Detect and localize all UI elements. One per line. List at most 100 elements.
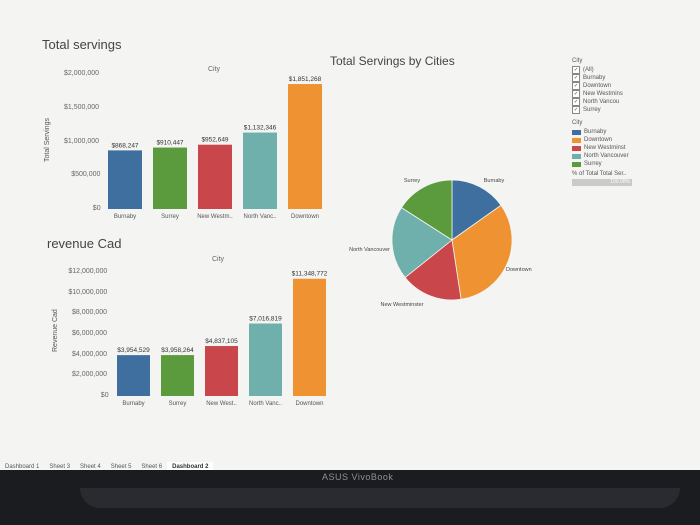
- bar-downtown[interactable]: [293, 278, 326, 396]
- y-tick-label: $2,000,000: [64, 70, 100, 77]
- y-tick-label: $4,000,000: [72, 350, 108, 358]
- color-legend-label: Surrey: [584, 161, 602, 167]
- sheet-tab[interactable]: Sheet 5: [110, 464, 132, 470]
- y-tick-label: $6,000,000: [72, 330, 108, 337]
- checkbox-checked-icon[interactable]: ✓: [572, 90, 580, 98]
- x-tick-label: North Vanc..: [249, 401, 282, 407]
- filter-checkbox-item[interactable]: ✓ Burnaby: [572, 74, 678, 82]
- y-tick-label: $1,500,000: [64, 103, 100, 111]
- filter-item-label: Downtown: [583, 83, 612, 89]
- filter-checkbox-item[interactable]: ✓ (All): [572, 66, 678, 74]
- pie-slice-north-vancouver[interactable]: [391, 207, 453, 279]
- bar-burnaby[interactable]: [108, 150, 142, 209]
- revenue-chart-title: revenue Cad: [47, 236, 122, 251]
- servings-pie-chart: Burnaby Downtown New Westminster North Vanc…: [349, 178, 532, 308]
- color-legend-label: New Westminst: [584, 145, 626, 151]
- checkbox-checked-icon[interactable]: ✓: [572, 74, 580, 82]
- sheet-tab[interactable]: Dashboard 1: [5, 464, 40, 470]
- x-tick-label: New Westm..: [197, 214, 233, 220]
- checkbox-checked-icon[interactable]: ✓: [572, 106, 580, 114]
- color-legend-label: North Vancouver: [584, 153, 629, 159]
- y-tick-label: $0: [100, 392, 109, 399]
- pct-legend-bar: 100.00%: [572, 179, 632, 186]
- checkbox-checked-icon[interactable]: ✓: [572, 98, 580, 106]
- bar-value-label: $1,132,346: [244, 125, 277, 132]
- pie-slice-label: North Vancouver: [349, 247, 390, 253]
- pie-slice-label: Surrey: [404, 178, 420, 184]
- city-filter[interactable]: ✓ (All) ✓ Burnaby ✓ Downtown ✓ New Westmins ✓ Nor…: [568, 66, 678, 114]
- bar-value-label: $868,247: [111, 142, 138, 149]
- y-tick-label: $10,000,000: [68, 288, 108, 296]
- x-tick-label: Burnaby: [114, 214, 136, 220]
- color-legend-label: Burnaby: [584, 129, 607, 135]
- legend-panel: City ✓ (All) ✓ Burnaby ✓ Downtown ✓ New Westmin…: [568, 58, 678, 186]
- filter-item-label: New Westmins: [583, 91, 623, 97]
- x-tick-label: New West..: [206, 401, 237, 407]
- y-tick-label: $1,000,000: [64, 137, 100, 145]
- bar-north-vanc-[interactable]: [249, 323, 282, 396]
- laptop-brand-label: ASUS VivoBook: [322, 472, 394, 482]
- color-swatch: [572, 153, 581, 159]
- bar-surrey[interactable]: [161, 355, 194, 396]
- color-legend-title: City: [572, 120, 583, 126]
- sheet-tab[interactable]: Sheet 6: [141, 464, 163, 470]
- y-tick-label: $0: [92, 205, 101, 212]
- filter-checkbox-item[interactable]: ✓ Surrey: [572, 106, 678, 114]
- sheet-tab[interactable]: Sheet 3: [49, 464, 71, 470]
- pie-slice-label: Burnaby: [484, 178, 505, 184]
- pie-slice-surrey[interactable]: [400, 179, 453, 241]
- bar-surrey[interactable]: [153, 147, 187, 209]
- bar-downtown[interactable]: [288, 84, 322, 209]
- filter-checkbox-item[interactable]: ✓ New Westmins: [572, 90, 678, 98]
- x-tick-label: Downtown: [291, 214, 319, 220]
- bar-value-label: $952,649: [201, 137, 228, 144]
- color-swatch: [572, 161, 581, 167]
- pie-slice-label: New Westminster: [381, 302, 424, 308]
- filter-title: City: [572, 58, 583, 64]
- color-legend-item: North Vancouver: [572, 152, 678, 160]
- pct-legend-title: % of Total Total Ser..: [572, 171, 627, 177]
- revenue-x-axis-title: City: [212, 256, 225, 263]
- color-swatch: [572, 137, 581, 143]
- bar-value-label: $3,958,264: [161, 347, 194, 354]
- filter-item-label: North Vancou: [583, 99, 620, 105]
- color-legend: Burnaby Downtown New Westminst North Vancou…: [568, 128, 678, 168]
- sheet-tab[interactable]: Dashboard 2: [167, 462, 214, 470]
- y-tick-label: $2,000,000: [72, 371, 108, 379]
- filter-item-label: Surrey: [583, 107, 601, 113]
- bar-value-label: $7,016,819: [249, 315, 282, 322]
- checkbox-checked-icon[interactable]: ✓: [572, 82, 580, 90]
- filter-checkbox-item[interactable]: ✓ North Vancou: [572, 98, 678, 106]
- bar-value-label: $3,954,529: [117, 347, 150, 354]
- laptop-hinge: [80, 488, 680, 508]
- bar-north-vanc-[interactable]: [243, 132, 277, 209]
- color-legend-label: Downtown: [584, 137, 613, 143]
- color-swatch: [572, 129, 581, 135]
- bar-value-label: $11,348,772: [292, 271, 328, 278]
- pie-slice-burnaby[interactable]: [451, 179, 502, 241]
- revenue-bar-chart: $3,954,529 Burnaby $3,958,264 Surrey $4,837,…: [117, 271, 328, 407]
- bar-new-westm-[interactable]: [198, 144, 232, 209]
- x-tick-label: Downtown: [295, 401, 323, 407]
- filter-item-label: Burnaby: [583, 75, 606, 81]
- color-legend-item: Burnaby: [572, 128, 678, 136]
- bar-burnaby[interactable]: [117, 355, 150, 396]
- filter-item-label: (All): [583, 67, 594, 73]
- y-tick-label: $8,000,000: [72, 309, 108, 317]
- x-tick-label: North Vanc..: [244, 214, 277, 220]
- sheet-tabs: Dashboard 1 Sheet 3 Sheet 4 Sheet 5 Sheet 6 D…: [0, 458, 700, 470]
- bar-new-west-[interactable]: [205, 346, 238, 396]
- pie-slice-downtown[interactable]: [451, 204, 513, 300]
- bar-value-label: $1,851,268: [289, 76, 322, 83]
- filter-checkbox-item[interactable]: ✓ Downtown: [572, 82, 678, 90]
- pie-slice-new-westminster[interactable]: [404, 239, 462, 301]
- servings-bar-chart: $868,247 Burnaby $910,447 Surrey $952,649 New…: [108, 76, 322, 220]
- pie-slice-label: Downtown: [506, 267, 532, 273]
- tableau-dashboard: Total servings City Total Servings $2,00…: [0, 0, 700, 470]
- bar-value-label: $4,837,105: [205, 338, 238, 345]
- checkbox-checked-icon[interactable]: ✓: [572, 66, 580, 74]
- color-legend-item: Surrey: [572, 160, 678, 168]
- servings-x-axis-title: City: [208, 66, 221, 73]
- x-tick-label: Surrey: [161, 214, 179, 220]
- sheet-tab[interactable]: Sheet 4: [80, 464, 101, 470]
